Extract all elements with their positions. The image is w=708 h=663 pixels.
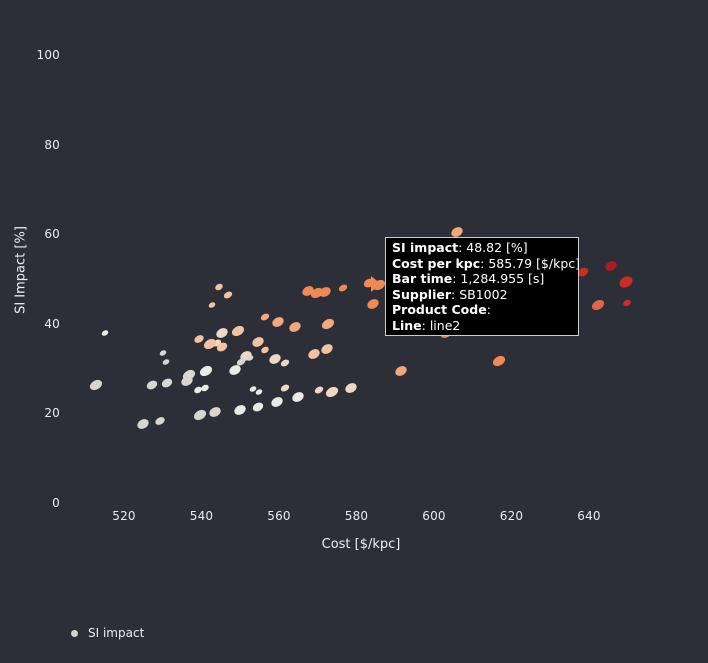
y-tick-label: 0	[52, 496, 60, 510]
scatter-point[interactable]	[160, 376, 174, 390]
scatter-point[interactable]	[590, 297, 606, 313]
x-tick-label: 560	[267, 509, 291, 523]
tooltip-row: Supplier: SB1002	[392, 286, 508, 302]
scatter-point[interactable]	[135, 416, 151, 431]
scatter-point[interactable]	[324, 384, 340, 400]
scatter-point[interactable]	[287, 320, 303, 334]
scatter-point[interactable]	[269, 394, 285, 409]
x-tick-label: 620	[499, 509, 524, 523]
legend-label: SI impact	[88, 626, 145, 640]
x-axis-title: Cost [$/kpc]	[321, 537, 401, 552]
scatter-point[interactable]	[198, 363, 215, 379]
scatter-point[interactable]	[337, 283, 349, 293]
tooltip-row: Product Code:	[392, 302, 491, 317]
scatter-point[interactable]	[235, 357, 247, 367]
scatter-point[interactable]	[207, 405, 223, 420]
scatter-point[interactable]	[207, 301, 217, 309]
x-tick-label: 580	[344, 509, 369, 523]
y-tick-label: 80	[44, 137, 60, 152]
scatter-point[interactable]	[251, 400, 265, 413]
scatter-point[interactable]	[153, 415, 167, 427]
y-tick-label: 100	[36, 48, 60, 62]
scatter-point[interactable]	[622, 298, 632, 308]
y-tick-label: 40	[44, 316, 60, 331]
scatter-point[interactable]	[200, 383, 210, 393]
tooltip-caret-icon	[371, 276, 381, 292]
legend-marker-icon	[71, 629, 78, 637]
tooltip-row: Cost per kpc: 585.79 [$/kpc]	[392, 255, 581, 271]
scatter-point[interactable]	[279, 358, 291, 368]
scatter-point[interactable]	[88, 377, 104, 392]
x-tick-label: 640	[577, 509, 601, 523]
scatter-point[interactable]	[232, 403, 248, 417]
scatter-point[interactable]	[259, 312, 271, 323]
scatter-point[interactable]	[161, 358, 171, 366]
x-tick-label: 540	[189, 509, 214, 523]
scatter-point[interactable]	[491, 353, 507, 369]
scatter-point[interactable]	[393, 364, 409, 378]
scatter-point[interactable]	[145, 378, 159, 392]
scatter-point[interactable]	[306, 347, 322, 361]
scatter-point[interactable]	[192, 407, 208, 422]
scatter-point[interactable]	[158, 349, 168, 357]
legend-item-si-impact[interactable]: SI impact	[71, 626, 144, 640]
scatter-point[interactable]	[213, 282, 224, 292]
scatter-point[interactable]	[279, 383, 291, 393]
scatter-point[interactable]	[617, 273, 635, 290]
tooltip-row: Line: line2	[392, 317, 461, 333]
tooltip-row: SI impact: 48.82 [%]	[392, 240, 528, 255]
scatter-point[interactable]	[100, 328, 110, 337]
scatter-point[interactable]	[222, 289, 234, 300]
scatter-point[interactable]	[214, 325, 230, 340]
scatter-point[interactable]	[290, 390, 306, 404]
x-tick-label: 600	[422, 509, 446, 523]
y-tick-label: 60	[44, 227, 60, 242]
scatter-point[interactable]	[365, 297, 381, 312]
hover-tooltip: SI impact: 48.82 [%] Cost per kpc: 585.79…	[385, 237, 581, 336]
tooltip-row: Bar time: 1,284.955 [s]	[392, 271, 545, 286]
scatter-point[interactable]	[270, 315, 286, 330]
scatter-point[interactable]	[260, 345, 271, 355]
scatter-point[interactable]	[319, 316, 336, 332]
scatter-point[interactable]	[319, 342, 335, 356]
scatter-point[interactable]	[343, 381, 359, 395]
y-tick-label: 20	[44, 406, 60, 421]
x-tick-label: 520	[112, 509, 136, 523]
scatter-point[interactable]	[230, 323, 246, 339]
scatter-point[interactable]	[603, 259, 619, 274]
scatter-point[interactable]	[313, 385, 325, 396]
